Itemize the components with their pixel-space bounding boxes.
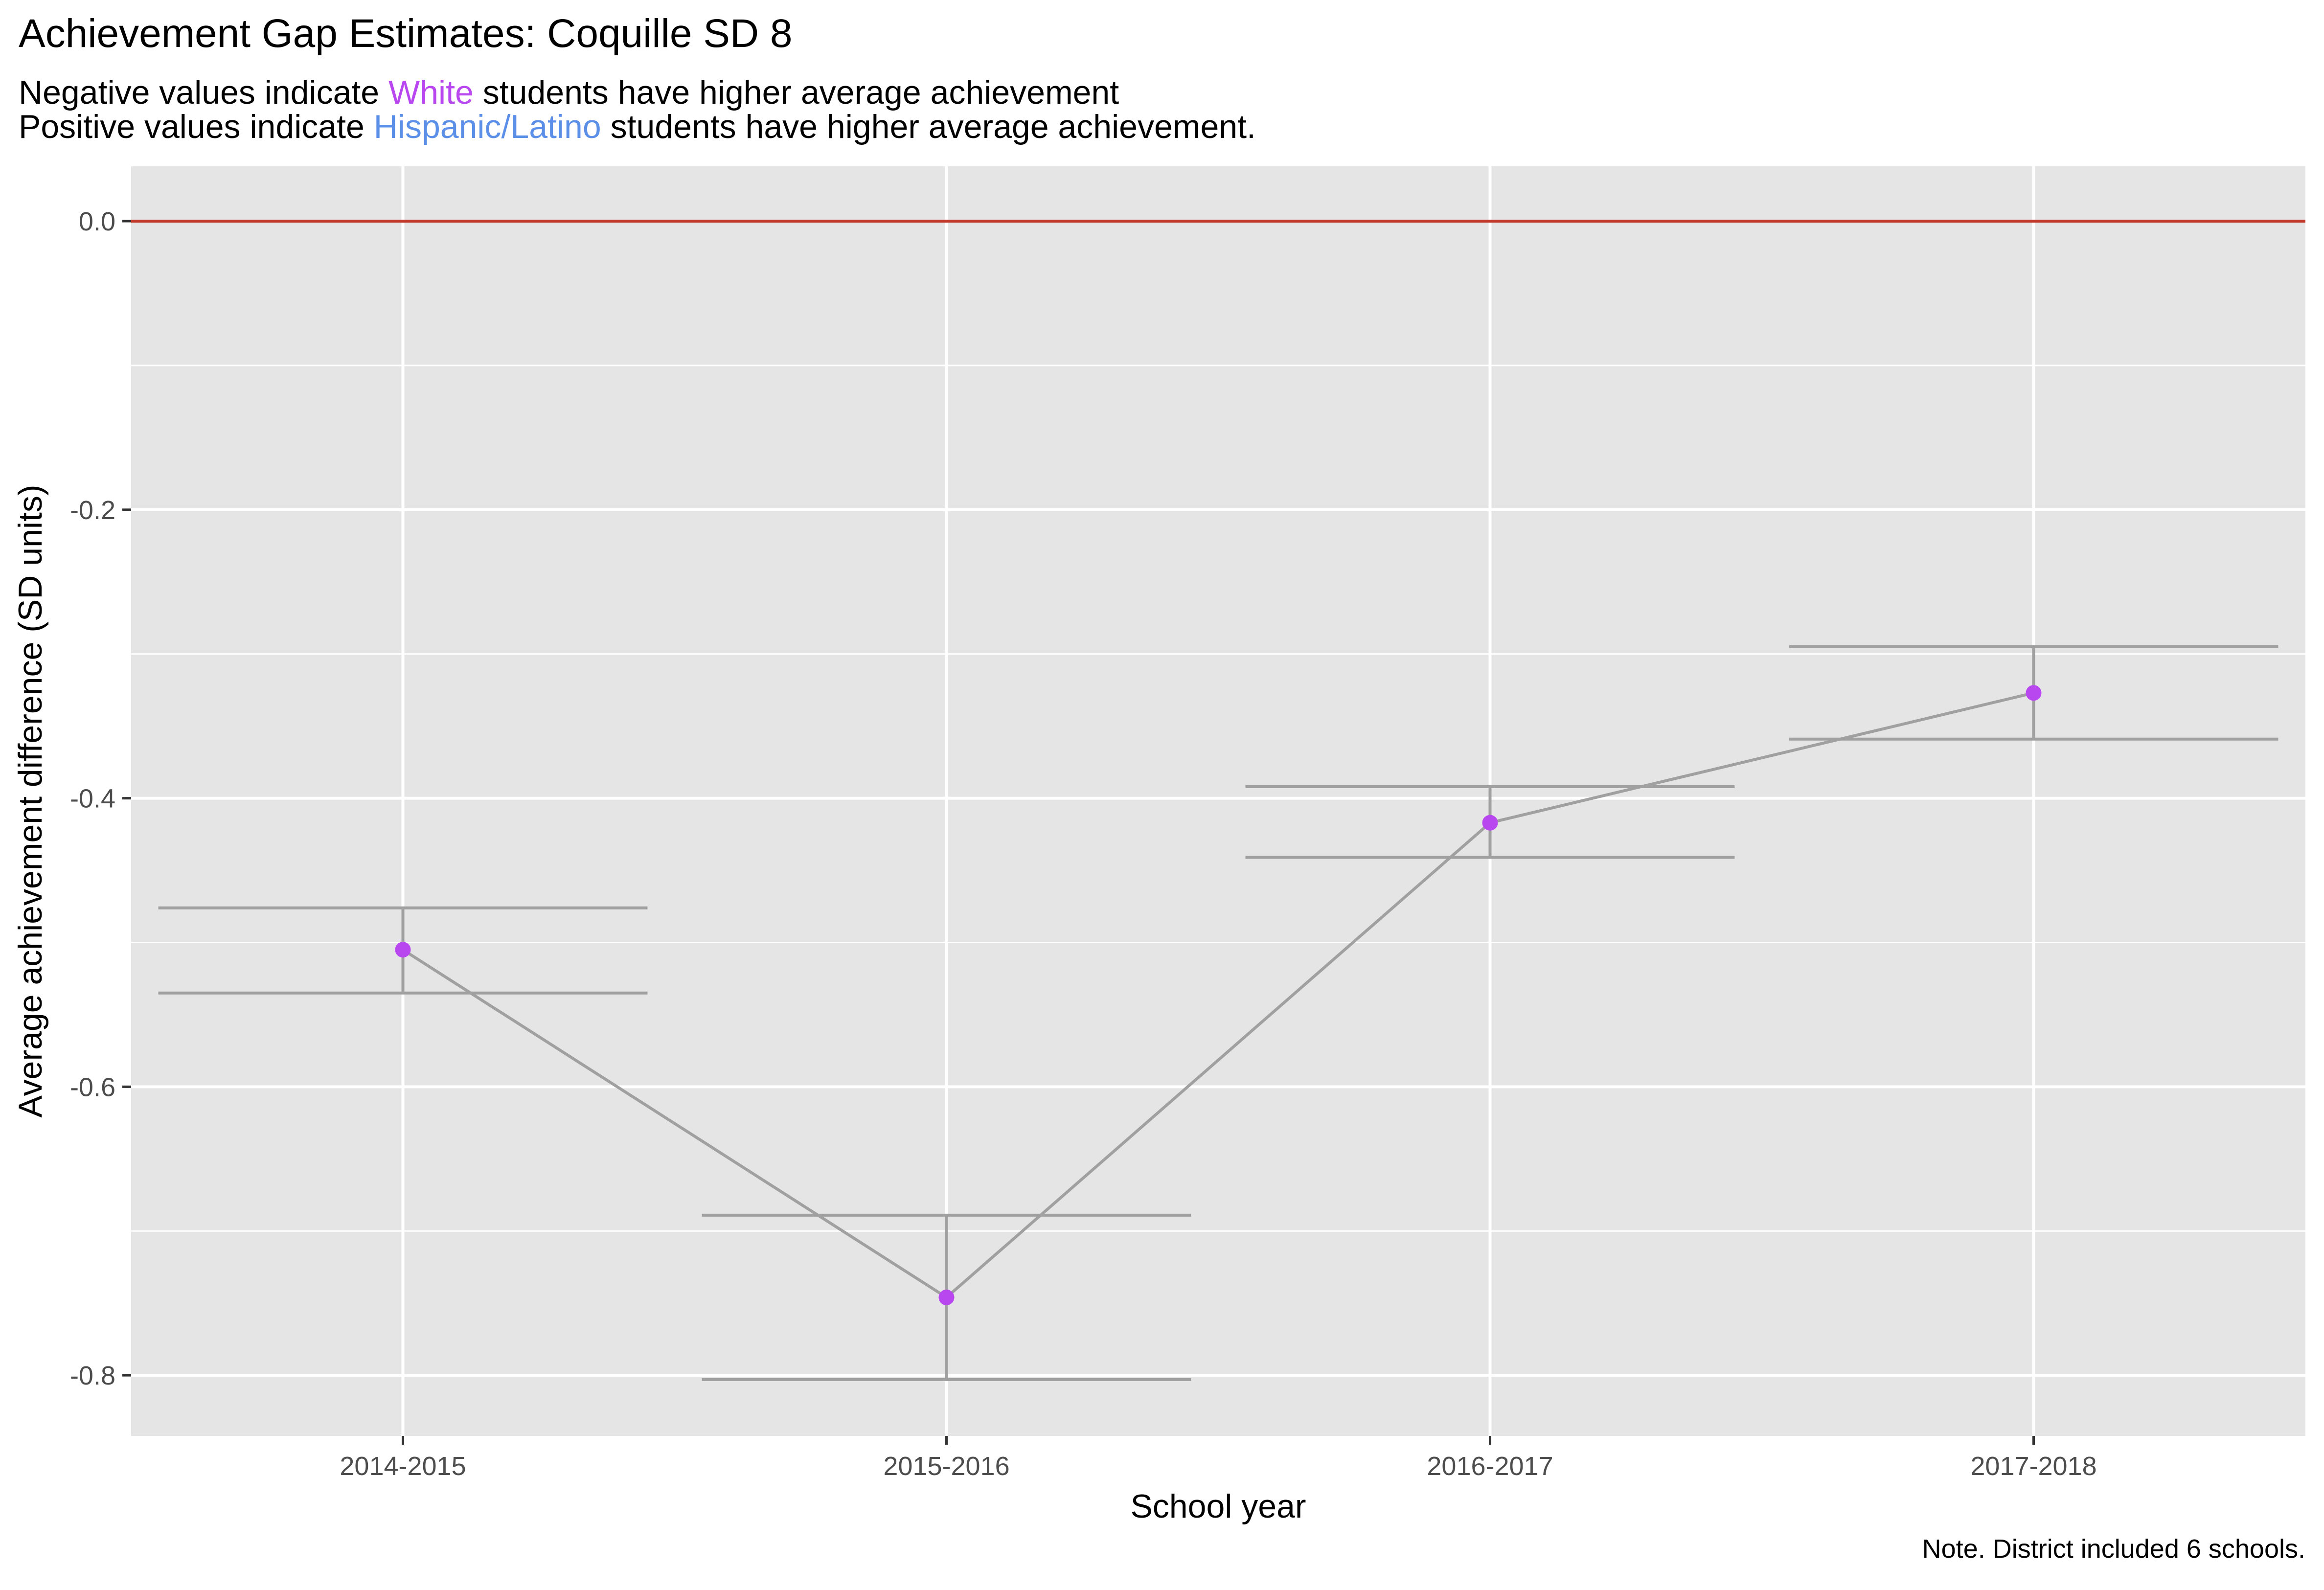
- data-point: [1482, 815, 1498, 831]
- y-axis: 0.0 -0.2 -0.4 -0.6 -0.8: [70, 207, 131, 1390]
- error-bars: [158, 645, 2278, 1381]
- y-tick-label: -0.4: [70, 784, 115, 814]
- x-axis-label: School year: [1130, 1488, 1306, 1525]
- subtitle-2-suffix: students have higher average achievement…: [601, 108, 1256, 145]
- footnote: Note. District included 6 schools.: [1922, 1534, 2305, 1564]
- subtitle-2-prefix: Positive values indicate: [19, 108, 374, 145]
- x-tick-label: 2016-2017: [1427, 1452, 1553, 1481]
- plot-panel: [131, 166, 2305, 1436]
- y-tick-label: -0.2: [70, 496, 115, 525]
- data-point: [2026, 685, 2042, 701]
- y-tick-label: -0.8: [70, 1361, 115, 1390]
- data-point: [938, 1289, 955, 1305]
- x-tick-label: 2015-2016: [883, 1452, 1009, 1481]
- subtitle-line-1: Negative values indicate White students …: [19, 73, 1119, 112]
- subtitle-1-suffix: students have higher average achievement: [473, 74, 1119, 111]
- minor-gridlines: [131, 364, 2305, 1232]
- chart-title: Achievement Gap Estimates: Coquille SD 8: [19, 11, 793, 56]
- x-tick-label: 2017-2018: [1970, 1452, 2096, 1481]
- y-tick-label: 0.0: [79, 207, 115, 236]
- data-points: [395, 685, 2042, 1305]
- y-axis-label: Average achievement difference (SD units…: [12, 485, 49, 1118]
- subtitle-white-group: White: [388, 74, 474, 111]
- data-point: [395, 942, 411, 958]
- subtitle-line-2: Positive values indicate Hispanic/Latino…: [19, 108, 1256, 146]
- x-axis: 2014-2015 2015-2016 2016-2017 2017-2018: [340, 1436, 2097, 1481]
- x-tick-label: 2014-2015: [340, 1452, 466, 1481]
- y-tick-label: -0.6: [70, 1072, 115, 1102]
- subtitle-hispanic-group: Hispanic/Latino: [373, 108, 601, 145]
- subtitle-1-prefix: Negative values indicate: [19, 74, 389, 111]
- series-line: [402, 691, 2034, 1299]
